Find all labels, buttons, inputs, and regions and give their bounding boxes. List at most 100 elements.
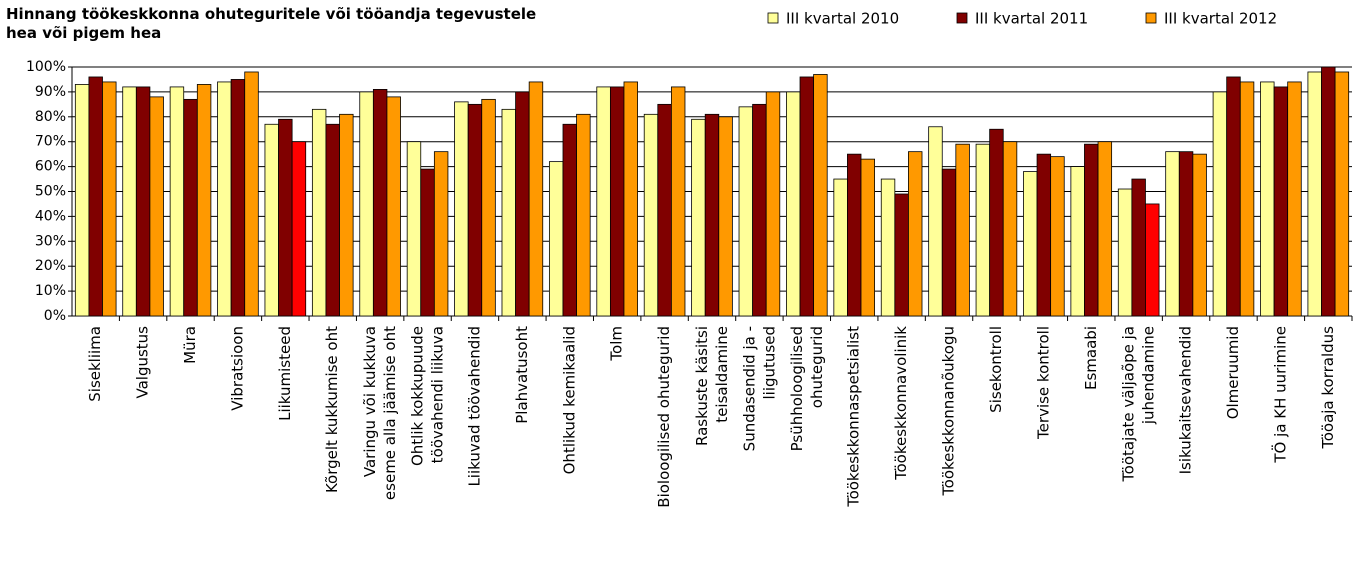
bar [1131,178,1146,317]
bar [74,84,90,317]
bar [481,98,496,317]
x-tick-label: Plahvatusoht [513,326,531,424]
bar [311,108,327,317]
bar [833,178,848,317]
x-tick-label: Ohtlikud kemikaalid [560,326,578,474]
x-tick-label: Töökeskkonnaspetsialist [845,326,863,508]
bar [765,91,781,317]
x-tick-label: TÖ ja KH uurimine [1270,326,1289,464]
bar [562,123,577,317]
legend-label: III kvartal 2012 [1164,10,1277,28]
bar [359,91,374,317]
x-tick-label: Valgustus [134,326,152,399]
bar [1321,66,1336,317]
x-tick-label: Ohtlik kokkupuude töövahendi liikuva [408,326,446,466]
x-tick-label: Liikumisteed [276,326,294,421]
bar [880,178,896,317]
bar [122,86,137,317]
bar [183,98,198,317]
y-tick-label: 60% [35,159,66,175]
x-tick-label: Varingu või kukkuva eseme alla jäämise oh… [361,326,399,500]
bar [1260,81,1275,317]
x-tick-label: Töökeskkonnavolinik [892,326,910,481]
y-tick-label: 30% [35,233,66,249]
y-tick-label: 40% [35,208,66,224]
x-tick-label: Esmaabi [1082,326,1100,390]
bar [847,153,862,317]
x-tick-label: Olmeruumid [1224,326,1242,419]
bar [1117,188,1133,317]
bar [1334,71,1350,317]
x-tick-label: Sisekliima [86,326,104,402]
bar [515,91,530,317]
y-tick-label: 90% [35,84,66,100]
bar [291,141,307,317]
y-tick-label: 80% [35,109,66,125]
bar [278,118,293,317]
bar [135,86,151,317]
bar [670,86,686,317]
bar [217,81,232,317]
bar [609,86,625,317]
bar [244,71,259,317]
bar [691,118,706,317]
x-tick-label: Liikuvad töövahendid [465,326,483,487]
bar [264,123,279,317]
x-tick-label: Kõrgelt kukkumise oht [323,326,341,493]
legend-label: III kvartal 2010 [786,10,899,28]
bar [1036,153,1052,317]
bar [325,123,340,317]
bar [894,193,909,317]
bar [576,113,591,317]
legend-label: III kvartal 2011 [975,10,1088,28]
bar [908,151,923,317]
x-tick-label: Vibratsioon [228,326,246,411]
bar [149,96,164,317]
bar [738,106,754,317]
x-tick-label: Isikukaitsevahendid [1177,326,1195,474]
chart-title: Hinnang töökeskkonna ohuteguritele või t… [6,5,536,42]
bar [1239,81,1255,317]
bar [596,86,611,317]
bar [704,113,720,317]
bar [975,143,991,317]
legend-swatch [767,12,779,24]
bar [786,91,801,317]
bar [1084,143,1099,317]
bar [1178,151,1194,317]
bar [501,108,516,317]
bar [454,101,469,317]
bar [386,96,401,317]
legend-swatch [956,12,968,24]
bar [406,141,422,317]
bar [643,113,659,317]
bar [1287,81,1302,317]
bar [657,103,672,317]
bar [1145,203,1160,317]
bar [1002,141,1018,317]
bar [1070,166,1085,317]
bar [433,151,449,317]
x-tick-label: Tööaja korraldus [1319,326,1337,450]
x-tick-label: Tervise kontroll [1034,326,1052,440]
bar [1212,91,1228,317]
x-tick-label: Raskuste käsitsi teisaldamine [693,326,731,446]
bar [989,128,1004,317]
bar [813,74,828,317]
y-tick-label: 0% [44,308,66,324]
bar [752,103,767,317]
bar [623,81,638,317]
x-tick-label: Müra [181,326,199,364]
y-tick-label: 10% [35,283,66,299]
x-tick-label: Sundasendid ja - liigutused [740,326,778,451]
bar [467,103,483,317]
y-tick-label: 70% [35,134,66,150]
x-tick-label: Töötajate väljaõpe ja juhendamine [1119,326,1157,483]
bar [1023,171,1038,317]
bar [1050,156,1065,317]
bar [420,168,435,317]
bar [372,89,388,317]
bar [799,76,815,317]
bar [1097,141,1113,317]
y-tick-label: 100% [26,59,66,75]
